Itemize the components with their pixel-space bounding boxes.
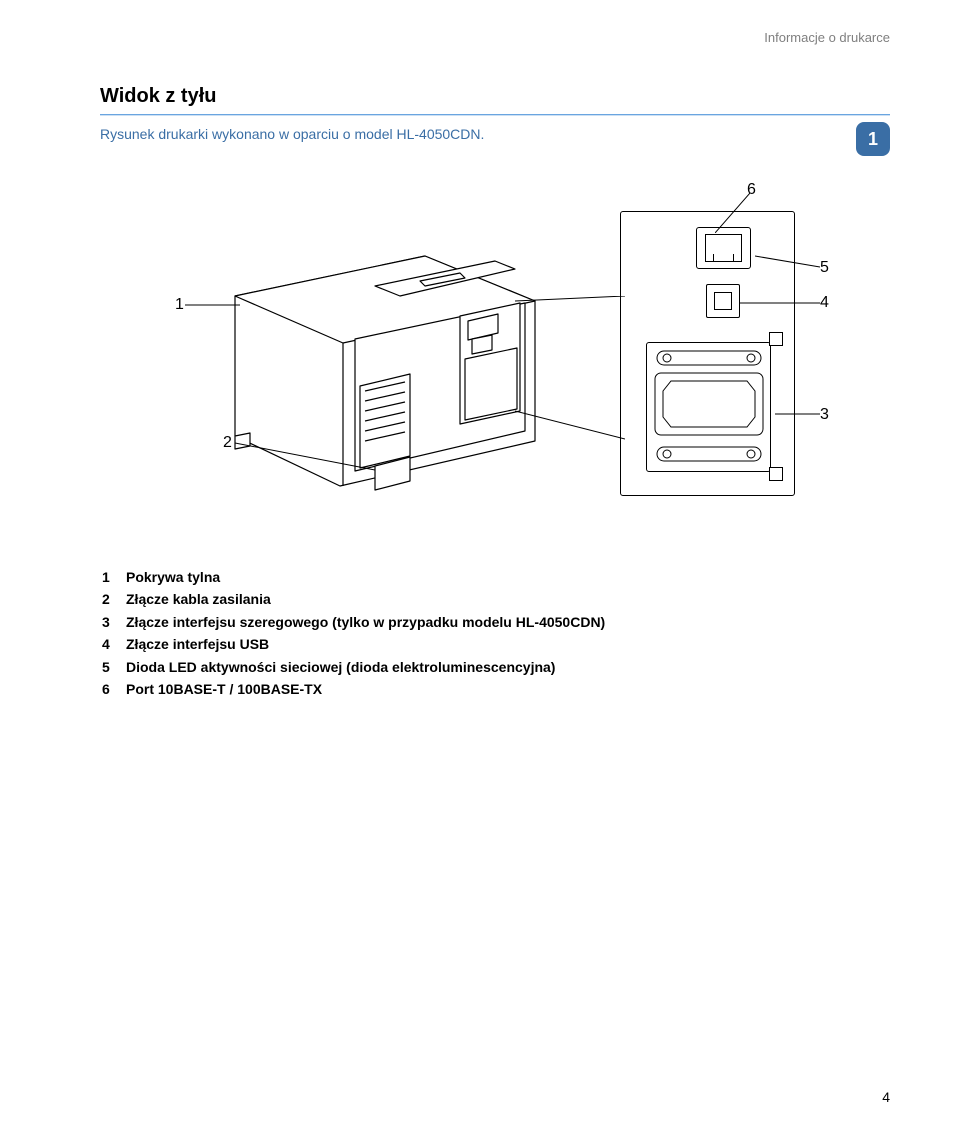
legend-item: 6 Port 10BASE-T / 100BASE-TX <box>102 678 890 700</box>
legend-num: 3 <box>102 611 116 633</box>
legend-text: Pokrywa tylna <box>126 566 220 588</box>
zoom-leader-bottom <box>515 401 625 441</box>
legend-text: Dioda LED aktywności sieciowej (dioda el… <box>126 656 555 678</box>
legend-item: 5 Dioda LED aktywności sieciowej (dioda … <box>102 656 890 678</box>
legend-item: 4 Złącze interfejsu USB <box>102 633 890 655</box>
subtitle-row: Rysunek drukarki wykonano w oparciu o mo… <box>100 126 890 156</box>
callout-3: 3 <box>820 406 829 424</box>
printer-diagram: 1 2 3 4 5 6 <box>115 181 875 541</box>
legend-num: 2 <box>102 588 116 610</box>
section-subtitle: Rysunek drukarki wykonano w oparciu o mo… <box>100 126 484 142</box>
legend-item: 3 Złącze interfejsu szeregowego (tylko w… <box>102 611 890 633</box>
legend-list: 1 Pokrywa tylna 2 Złącze kabla zasilania… <box>100 566 890 700</box>
legend-num: 1 <box>102 566 116 588</box>
callout-1: 1 <box>175 296 184 314</box>
callout-4: 4 <box>820 294 829 312</box>
page-number: 4 <box>882 1089 890 1105</box>
legend-num: 6 <box>102 678 116 700</box>
legend-text: Złącze interfejsu USB <box>126 633 269 655</box>
legend-item: 1 Pokrywa tylna <box>102 566 890 588</box>
callout-5: 5 <box>820 259 829 277</box>
callout-2: 2 <box>223 434 232 452</box>
zoom-leader-top <box>515 296 625 366</box>
legend-num: 5 <box>102 656 116 678</box>
legend-num: 4 <box>102 633 116 655</box>
ports-panel <box>620 211 795 496</box>
section-title: Widok z tyłu <box>100 85 890 108</box>
legend-text: Złącze kabla zasilania <box>126 588 271 610</box>
legend-text: Złącze interfejsu szeregowego (tylko w p… <box>126 611 605 633</box>
header-section-label: Informacje o drukarce <box>764 30 890 45</box>
legend-text: Port 10BASE-T / 100BASE-TX <box>126 678 322 700</box>
legend-item: 2 Złącze kabla zasilania <box>102 588 890 610</box>
chapter-tab: 1 <box>856 122 890 156</box>
title-underline <box>100 114 890 116</box>
